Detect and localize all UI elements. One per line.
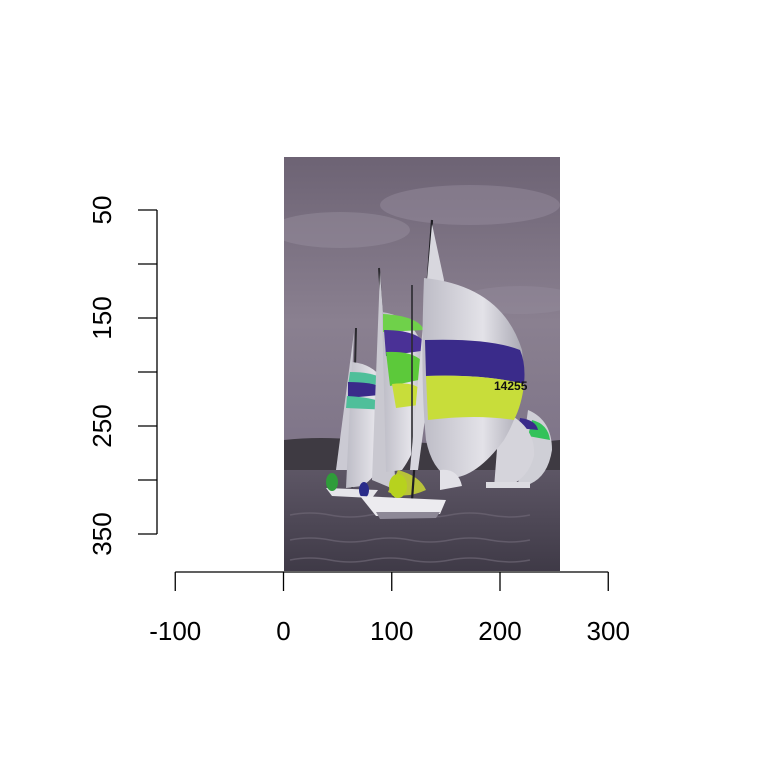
x-tick-label: 200 bbox=[478, 616, 521, 646]
cloud bbox=[284, 212, 410, 248]
y-tick-label: 350 bbox=[87, 512, 117, 555]
cloud bbox=[380, 185, 560, 225]
y-tick-label: 50 bbox=[87, 196, 117, 225]
y-tick-label: 150 bbox=[87, 296, 117, 339]
spinnaker-lime bbox=[426, 375, 524, 420]
x-axis: -100 0 100 200 300 bbox=[149, 571, 630, 646]
sail bbox=[440, 469, 462, 490]
crew bbox=[359, 482, 369, 498]
spinnaker-green bbox=[386, 351, 428, 386]
x-tick-label: -100 bbox=[149, 616, 201, 646]
y-tick-label: 250 bbox=[87, 404, 117, 447]
spinnaker-purple bbox=[384, 330, 428, 356]
x-tick-label: 100 bbox=[370, 616, 413, 646]
hull bbox=[486, 482, 530, 488]
crew bbox=[326, 473, 338, 491]
spinnaker-purple bbox=[425, 339, 525, 384]
y-axis: 50 150 250 350 bbox=[87, 196, 158, 556]
sailboat-image: 14255 bbox=[284, 157, 560, 571]
sail-number: 14255 bbox=[494, 379, 528, 393]
crew bbox=[389, 474, 407, 498]
spinnaker-green bbox=[383, 314, 424, 332]
x-tick-label: 300 bbox=[587, 616, 630, 646]
hull-shadow bbox=[376, 512, 440, 519]
hull bbox=[360, 496, 446, 516]
x-tick-label: 0 bbox=[276, 616, 290, 646]
